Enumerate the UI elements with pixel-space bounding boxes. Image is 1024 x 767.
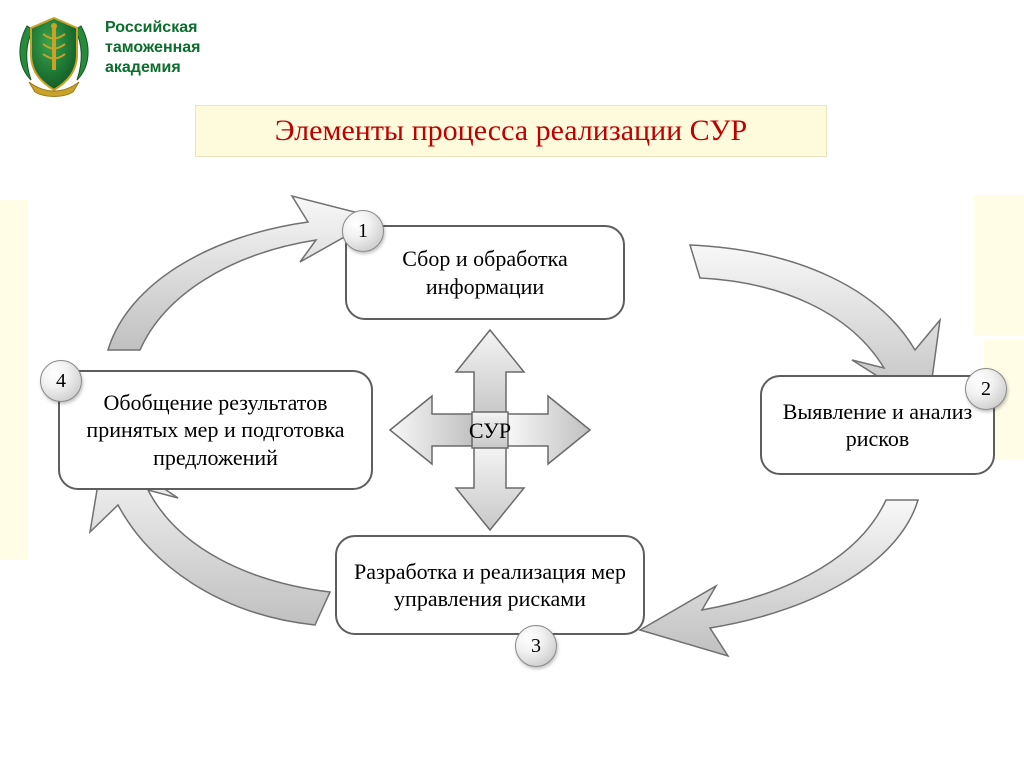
node-badge-2: 2: [965, 368, 1007, 410]
node-box-2: Выявление и анализ рисков: [760, 375, 995, 475]
org-line-2: таможенная: [105, 38, 201, 58]
node-badge-4: 4: [40, 360, 82, 402]
center-cross-icon: [390, 330, 590, 530]
node-num-3: 3: [531, 635, 541, 658]
accent-right: [974, 195, 1024, 335]
node-box-3: Разработка и реализация мер управления р…: [335, 535, 645, 635]
org-name: Российская таможенная академия: [105, 18, 201, 78]
org-line-3: академия: [105, 58, 201, 78]
center-label: СУР: [465, 418, 515, 444]
header: Российская таможенная академия: [15, 10, 201, 98]
org-line-1: Российская: [105, 18, 201, 38]
node-label-1: Сбор и обработка информации: [363, 245, 607, 300]
node-label-3: Разработка и реализация мер управления р…: [353, 558, 627, 613]
node-num-1: 1: [358, 220, 368, 243]
title-bar: Элементы процесса реализации СУР: [195, 105, 827, 157]
node-num-4: 4: [56, 370, 66, 393]
node-box-1: Сбор и обработка информации: [345, 225, 625, 320]
node-badge-3: 3: [515, 625, 557, 667]
accent-left: [0, 200, 28, 560]
node-box-4: Обобщение результатов принятых мер и под…: [58, 370, 373, 490]
node-badge-1: 1: [342, 210, 384, 252]
node-num-2: 2: [981, 378, 991, 401]
arrow-2-to-3: [640, 500, 918, 656]
page-title: Элементы процесса реализации СУР: [275, 114, 747, 148]
emblem-icon: [15, 10, 93, 98]
node-label-2: Выявление и анализ рисков: [778, 398, 977, 453]
arrow-4-to-1: [108, 196, 378, 350]
node-label-4: Обобщение результатов принятых мер и под…: [76, 389, 355, 472]
